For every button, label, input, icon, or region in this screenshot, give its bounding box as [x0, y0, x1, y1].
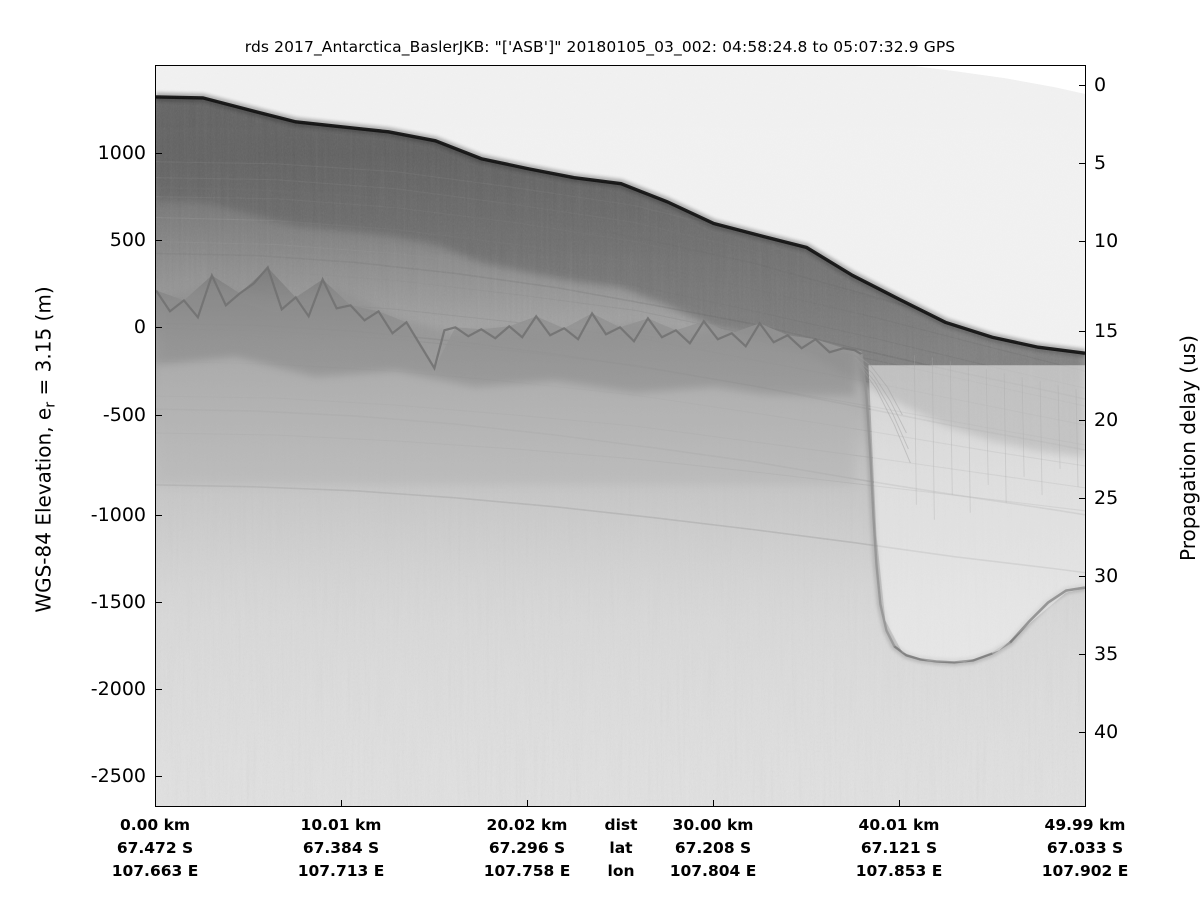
left-tick--1500: -1500 — [90, 591, 146, 613]
geo-lat-2: 67.296 S — [488, 839, 566, 857]
left-axis-title: WGS-84 Elevation, er = 3.15 (m) — [31, 100, 58, 800]
geo-lat-5: 67.033 S — [1046, 839, 1124, 857]
geo-lat-4: 67.121 S — [860, 839, 938, 857]
right-axis-title: Propagation delay (us) — [1176, 335, 1200, 562]
geo-lat-1: 67.384 S — [302, 839, 380, 857]
left-tick-500: 500 — [109, 229, 146, 251]
left-tick--1000: -1000 — [90, 504, 146, 526]
geo-lon-4: 107.853 E — [855, 862, 943, 880]
right-tick-5: 5 — [1094, 152, 1107, 174]
right-tick-25: 25 — [1094, 487, 1119, 509]
left-tick--2000: -2000 — [90, 678, 146, 700]
radargram-plot-area[interactable] — [155, 65, 1086, 807]
left-tick-1000: 1000 — [97, 142, 146, 164]
geo-lon-5: 107.902 E — [1041, 862, 1129, 880]
geo-row-dist: 0.00 km 10.01 km 20.02 km dist 30.00 km … — [0, 816, 1200, 839]
geo-reference-table: 0.00 km 10.01 km 20.02 km dist 30.00 km … — [0, 816, 1200, 885]
geo-lat-0: 67.472 S — [116, 839, 194, 857]
geo-dist-2: 20.02 km — [486, 816, 568, 834]
right-tick-40: 40 — [1094, 721, 1119, 743]
geo-lon-0: 107.663 E — [111, 862, 199, 880]
right-tick-0: 0 — [1094, 74, 1107, 96]
geo-dist-1: 10.01 km — [300, 816, 382, 834]
radargram-image — [156, 66, 1085, 806]
geo-key-lon: lon — [607, 862, 635, 880]
geo-row-lat: 67.472 S 67.384 S 67.296 S lat 67.208 S … — [0, 839, 1200, 862]
geo-lat-3: 67.208 S — [674, 839, 752, 857]
right-tick-20: 20 — [1094, 409, 1119, 431]
geo-dist-4: 40.01 km — [858, 816, 940, 834]
geo-dist-0: 0.00 km — [119, 816, 191, 834]
left-tick--500: -500 — [102, 404, 146, 426]
right-tick-30: 30 — [1094, 565, 1119, 587]
geo-dist-5: 49.99 km — [1044, 816, 1126, 834]
right-tick-10: 10 — [1094, 230, 1119, 252]
left-tick-0: 0 — [133, 316, 146, 338]
geo-lon-2: 107.758 E — [483, 862, 571, 880]
geo-lon-3: 107.804 E — [669, 862, 757, 880]
geo-row-lon: 107.663 E 107.713 E 107.758 E lon 107.80… — [0, 862, 1200, 885]
geo-key-lat: lat — [609, 839, 633, 857]
geo-key-dist: dist — [604, 816, 638, 834]
geo-dist-3: 30.00 km — [672, 816, 754, 834]
geo-lon-1: 107.713 E — [297, 862, 385, 880]
left-tick--2500: -2500 — [90, 765, 146, 787]
right-tick-35: 35 — [1094, 643, 1119, 665]
left-axis-title-text: WGS-84 Elevation, er = 3.15 (m) — [31, 286, 59, 613]
right-tick-15: 15 — [1094, 320, 1119, 342]
figure-title: rds 2017_Antarctica_BaslerJKB: "['ASB']"… — [244, 38, 956, 56]
